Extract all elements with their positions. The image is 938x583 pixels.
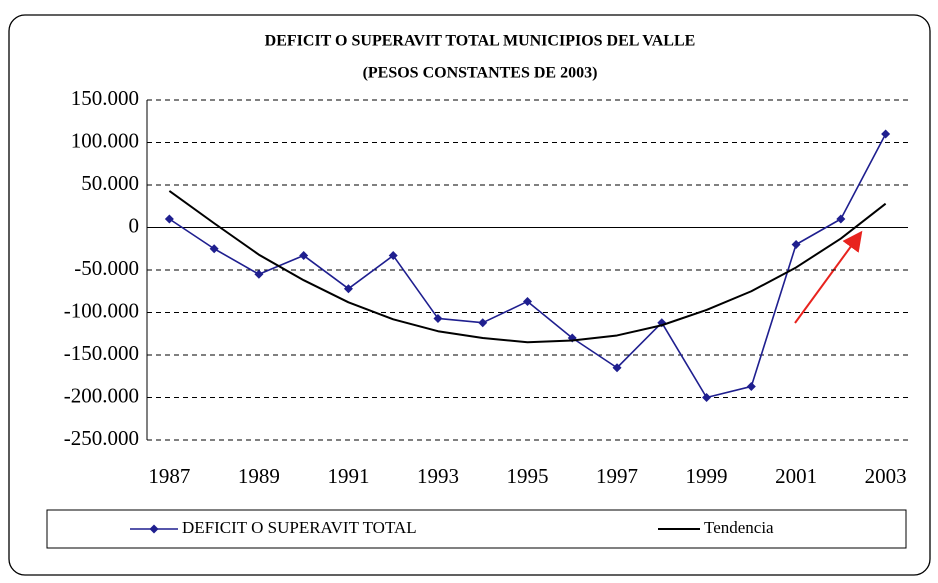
chart-subtitle: (PESOS CONSTANTES DE 2003) (363, 65, 598, 82)
data-point (523, 296, 532, 306)
x-tick-label: 1993 (417, 464, 459, 488)
data-point (209, 244, 219, 254)
data-point (299, 251, 309, 261)
y-tick-label: -100.000 (64, 298, 139, 322)
data-point (746, 381, 756, 391)
legend-label: Tendencia (704, 518, 774, 537)
x-tick-label: 1989 (238, 464, 280, 488)
data-point (791, 240, 801, 249)
data-point (836, 214, 846, 224)
y-tick-label: -150.000 (64, 341, 139, 365)
series-line (168, 190, 887, 344)
y-tick-label: 50.000 (81, 171, 139, 195)
data-point (343, 284, 353, 294)
data-point (702, 393, 712, 402)
x-tick-label: 1991 (327, 464, 369, 488)
data-point (164, 214, 174, 224)
legend-marker (149, 524, 159, 534)
data-point (612, 363, 622, 373)
y-tick-label: -50.000 (74, 256, 139, 280)
x-tick-label: 2001 (775, 464, 817, 488)
x-tick-label: 1987 (148, 464, 190, 488)
data-point (254, 269, 264, 279)
legend-box (46, 509, 907, 549)
chart-frame (8, 14, 931, 576)
data-point (881, 129, 891, 139)
y-tick-label: 100.000 (71, 128, 139, 152)
x-tick-label: 1995 (507, 464, 549, 488)
chart-title: DEFICIT O SUPERAVIT TOTAL MUNICIPIOS DEL… (265, 33, 696, 50)
x-tick-label: 2003 (865, 464, 907, 488)
y-tick-label: -250.000 (64, 426, 139, 450)
y-tick-label: 0 (129, 213, 140, 237)
legend-label: DEFICIT O SUPERAVIT TOTAL (182, 518, 417, 537)
x-tick-label: 1999 (686, 464, 728, 488)
y-tick-label: 150.000 (71, 86, 139, 110)
y-tick-label: -200.000 (64, 383, 139, 407)
data-point (388, 251, 398, 261)
annotation-arrow (794, 230, 863, 324)
data-point (433, 313, 443, 323)
x-tick-label: 1997 (596, 464, 638, 488)
data-point (478, 318, 488, 328)
